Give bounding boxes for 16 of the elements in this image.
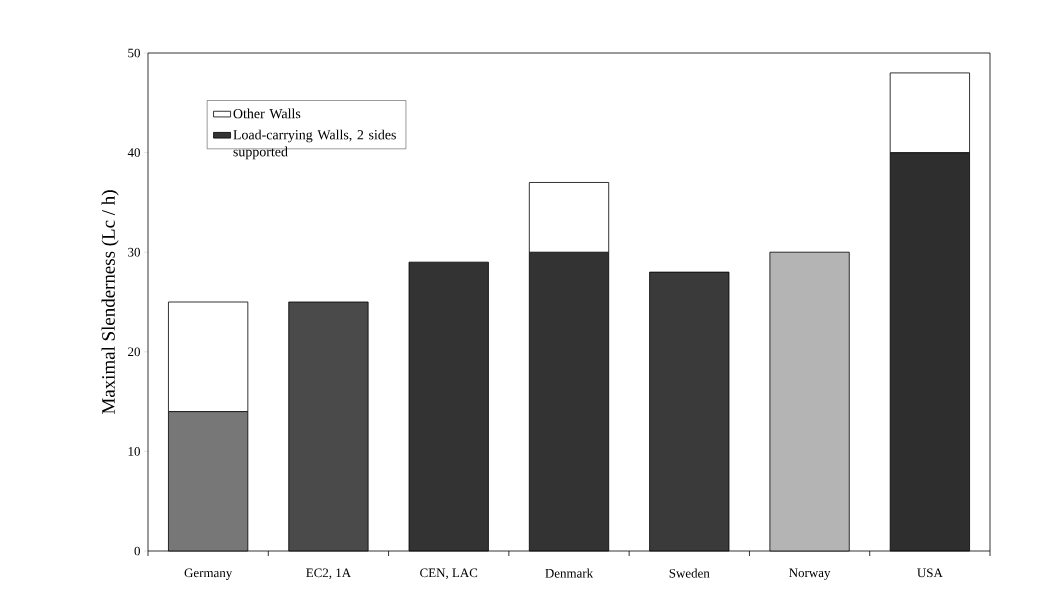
x-tick-label: Norway xyxy=(789,568,831,580)
y-tick-label: 20 xyxy=(128,347,140,357)
x-tick-label: USA xyxy=(917,568,943,578)
x-tick-label: EC2, 1A xyxy=(306,568,351,580)
x-tick-label: CEN, LAC xyxy=(420,568,478,580)
legend-label: Load-carrying Walls, 2 sides supported xyxy=(233,129,396,160)
y-tick-label: 0 xyxy=(134,546,140,556)
y-axis-title: Maximal Slenderness (Lc / h) xyxy=(101,190,119,414)
y-tick-label: 40 xyxy=(127,148,140,157)
y-tick-label: 30 xyxy=(128,247,140,257)
y-tick-label: 50 xyxy=(128,48,140,58)
legend-label: Other Walls xyxy=(233,108,301,119)
y-tick-label: 10 xyxy=(128,447,140,456)
x-tick-label: Denmark xyxy=(545,568,594,578)
x-tick-label: Sweden xyxy=(669,568,710,578)
x-tick-label: Germany xyxy=(184,568,233,580)
